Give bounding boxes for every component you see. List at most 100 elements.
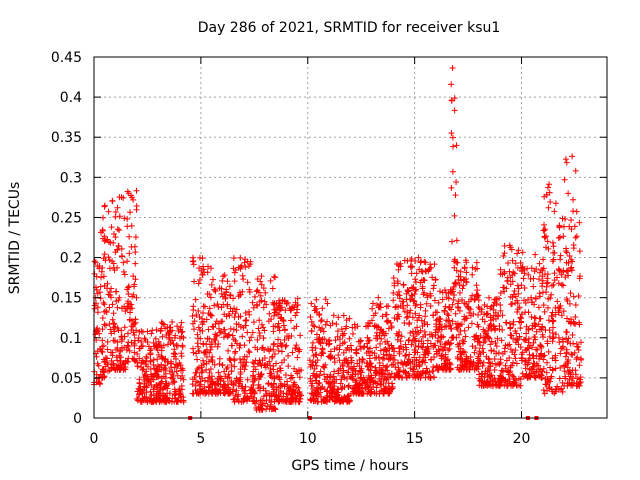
data-point <box>173 368 180 375</box>
data-point <box>449 65 456 72</box>
data-point <box>363 350 370 357</box>
data-point <box>423 365 430 372</box>
data-point <box>391 282 398 289</box>
data-point <box>369 300 376 307</box>
data-point <box>166 368 173 375</box>
data-point <box>436 363 443 370</box>
data-point <box>220 273 227 280</box>
data-point <box>108 357 115 364</box>
data-point <box>242 264 249 271</box>
data-point <box>554 298 561 305</box>
data-point <box>565 272 572 279</box>
data-point <box>179 342 186 349</box>
data-point <box>404 302 411 309</box>
data-point <box>97 283 104 290</box>
data-point <box>531 268 538 275</box>
data-point <box>468 320 475 327</box>
data-point <box>397 338 404 345</box>
data-point <box>575 347 582 354</box>
data-point <box>145 379 152 386</box>
data-point <box>232 392 239 399</box>
data-point <box>398 374 405 381</box>
data-point <box>528 313 535 320</box>
data-point <box>537 342 544 349</box>
data-point <box>435 299 442 306</box>
data-point <box>232 310 239 317</box>
data-point <box>96 380 103 387</box>
data-point <box>447 322 454 329</box>
data-point <box>131 281 138 288</box>
data-point <box>118 333 125 340</box>
data-point <box>161 364 168 371</box>
data-point <box>536 260 543 267</box>
data-point <box>278 348 285 355</box>
data-point <box>444 340 451 347</box>
data-point <box>127 209 134 216</box>
data-point <box>307 313 314 320</box>
data-point <box>394 278 401 285</box>
data-point <box>550 324 557 331</box>
data-point <box>513 377 520 384</box>
data-point <box>492 296 499 303</box>
data-point <box>166 324 173 331</box>
data-point <box>486 356 493 363</box>
data-point <box>99 264 106 271</box>
data-point <box>382 311 389 318</box>
data-point <box>448 130 455 137</box>
data-point <box>106 265 113 272</box>
data-point <box>469 271 476 278</box>
data-point <box>347 390 354 397</box>
data-point <box>261 400 268 407</box>
data-point <box>124 215 131 222</box>
data-point <box>554 274 561 281</box>
data-point <box>488 347 495 354</box>
data-point <box>396 350 403 357</box>
data-point <box>408 255 415 262</box>
data-point <box>162 393 169 400</box>
data-point <box>483 353 490 360</box>
data-point <box>152 335 159 342</box>
data-point <box>199 328 206 335</box>
data-point <box>221 384 228 391</box>
data-point <box>240 398 247 405</box>
data-point <box>508 332 515 339</box>
data-point <box>195 308 202 315</box>
data-point <box>406 351 413 358</box>
data-point <box>533 346 540 353</box>
data-point <box>473 259 480 266</box>
data-point <box>282 307 289 314</box>
data-point <box>320 328 327 335</box>
data-point <box>116 348 123 355</box>
data-point <box>452 310 459 317</box>
data-point <box>368 363 375 370</box>
data-point <box>504 277 511 284</box>
data-point <box>344 369 351 376</box>
data-point <box>194 365 201 372</box>
data-point <box>285 385 292 392</box>
data-point <box>228 368 235 375</box>
data-point <box>448 184 455 191</box>
data-point <box>359 390 366 397</box>
y-tick-label: 0.1 <box>60 331 82 347</box>
data-point <box>465 357 472 364</box>
data-point <box>533 328 540 335</box>
data-point <box>93 353 100 360</box>
data-point <box>408 270 415 277</box>
data-point <box>546 181 553 188</box>
data-point <box>276 307 283 314</box>
data-point <box>447 361 454 368</box>
data-point <box>377 340 384 347</box>
data-point <box>445 339 452 346</box>
data-point <box>548 373 555 380</box>
data-point <box>416 354 423 361</box>
data-point <box>549 318 556 325</box>
data-point <box>524 296 531 303</box>
data-point <box>91 270 98 277</box>
data-point <box>398 333 405 340</box>
data-point <box>155 373 162 380</box>
data-point <box>509 294 516 301</box>
data-point <box>491 323 498 330</box>
data-point <box>422 351 429 358</box>
data-point <box>409 314 416 321</box>
data-point <box>366 381 373 388</box>
